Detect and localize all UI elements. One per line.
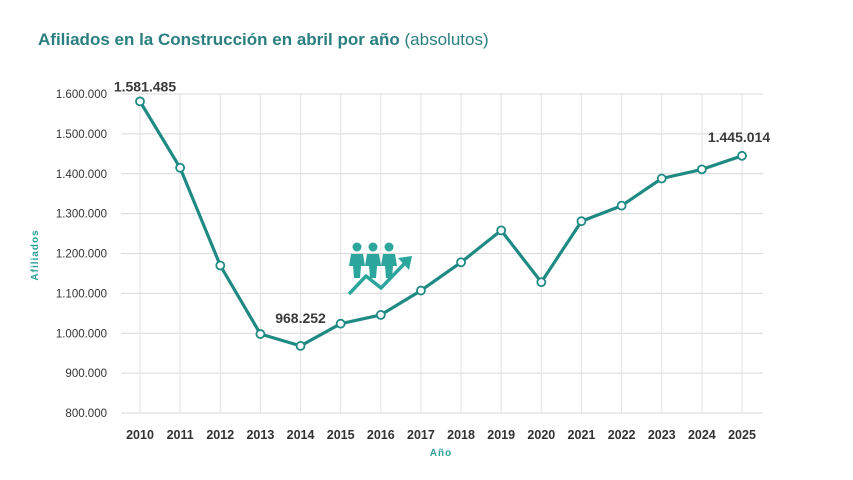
data-point — [737, 150, 747, 161]
data-point — [656, 173, 667, 184]
data-point — [135, 96, 145, 107]
chart-title: Afiliados en la Construcción en abril po… — [38, 30, 489, 50]
x-tick-labels: 2010 2011 2012 2013 2014 2015 2016 2017 2018 2019… — [126, 428, 756, 442]
data-point — [375, 310, 386, 320]
data-point — [416, 285, 426, 296]
x-tick-label: 2014 — [287, 428, 315, 442]
y-axis-label: Afiliados — [30, 229, 41, 280]
data-point — [536, 277, 547, 288]
y-tick-label: 800.000 — [65, 408, 107, 420]
data-point — [616, 200, 627, 211]
x-tick-label: 2020 — [527, 428, 555, 442]
x-tick-label: 2018 — [447, 428, 475, 442]
data-point — [215, 260, 226, 271]
y-tick-label: 1.400.000 — [56, 169, 107, 181]
chart-subtitle: (absolutos) — [404, 30, 489, 49]
x-tick-label: 2019 — [487, 428, 515, 442]
y-tick-label: 1.600.000 — [56, 89, 107, 101]
x-tick-label: 2023 — [648, 428, 676, 442]
data-annotations: 1.581.485 968.252 1.445.014 — [114, 78, 770, 326]
y-tick-label: 1.100.000 — [56, 288, 107, 300]
data-point — [175, 162, 186, 173]
y-tick-label: 1.500.000 — [56, 129, 107, 141]
data-annotation: 1.581.485 — [114, 78, 176, 94]
data-point — [335, 318, 346, 329]
x-tick-label: 2022 — [608, 428, 636, 442]
people-growth-icon — [347, 242, 412, 296]
x-tick-label: 2010 — [126, 428, 154, 442]
x-tick-label: 2011 — [167, 428, 194, 442]
y-tick-labels: 800.000 900.000 1.000.000 1.100.000 1.200.00… — [56, 89, 107, 420]
data-points — [135, 96, 747, 351]
x-tick-label: 2017 — [407, 428, 435, 442]
y-tick-label: 900.000 — [65, 368, 107, 380]
x-tick-label: 2015 — [327, 428, 355, 442]
y-tick-label: 1.200.000 — [56, 249, 107, 261]
data-point — [456, 257, 466, 268]
x-tick-label: 2013 — [246, 428, 274, 442]
x-tick-label: 2024 — [688, 428, 716, 442]
series-line — [138, 99, 744, 348]
x-tick-label: 2012 — [206, 428, 234, 442]
data-point — [295, 341, 306, 351]
data-annotation: 968.252 — [275, 310, 326, 326]
x-tick-label: 2025 — [728, 428, 756, 442]
x-axis-label: Año — [430, 448, 452, 459]
y-tick-label: 1.000.000 — [56, 328, 107, 340]
data-point — [496, 225, 507, 236]
chart-title-main: Afiliados en la Construcción en abril po… — [38, 30, 400, 49]
x-tick-label: 2016 — [367, 428, 395, 442]
data-point — [255, 329, 266, 339]
grid-lines — [121, 93, 763, 414]
data-point — [696, 164, 707, 175]
data-annotation: 1.445.014 — [708, 129, 770, 145]
data-point — [576, 216, 587, 227]
x-tick-label: 2021 — [568, 428, 596, 442]
y-tick-label: 1.300.000 — [56, 209, 107, 221]
